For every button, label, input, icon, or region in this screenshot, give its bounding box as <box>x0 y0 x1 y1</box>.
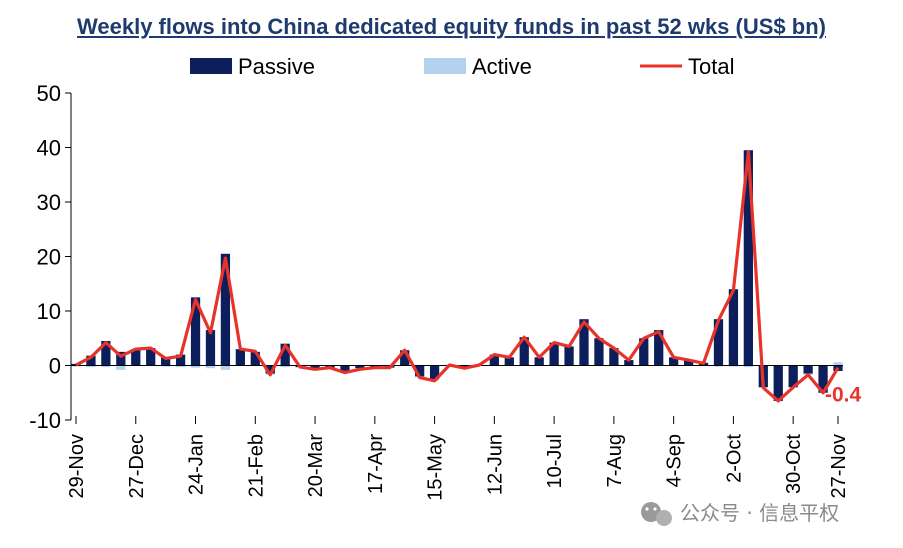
x-tick-label: 27-Nov <box>828 434 850 498</box>
x-tick-label: 12-Jun <box>484 434 506 495</box>
passive-bar <box>489 354 499 366</box>
active-bar <box>175 365 186 368</box>
watermark: 公众号 · 信息平权 <box>641 501 839 526</box>
y-tick-label: 30 <box>37 190 61 215</box>
legend-label-passive: Passive <box>238 54 315 79</box>
x-tick-label: 15-May <box>425 434 447 501</box>
passive-bar <box>415 365 425 377</box>
x-tick-label: 21-Feb <box>245 434 267 497</box>
passive-bar <box>116 351 126 366</box>
passive-bar <box>609 348 619 366</box>
passive-bar <box>624 360 634 366</box>
active-bar <box>116 365 126 370</box>
passive-bar <box>683 360 694 366</box>
passive-bar <box>146 348 156 366</box>
y-tick-label: 40 <box>37 136 61 161</box>
y-tick-label: 0 <box>49 354 61 379</box>
y-axis: -10 0 10 20 30 40 50 <box>29 81 71 433</box>
wechat-icon <box>641 502 672 526</box>
x-tick-label: 20-Mar <box>305 434 327 498</box>
x-tick-label: 27-Dec <box>126 434 148 498</box>
passive-bar <box>519 337 529 366</box>
passive-bar <box>594 338 604 366</box>
x-tick-label: 24-Jan <box>186 434 208 495</box>
passive-bar <box>235 349 245 366</box>
passive-bar <box>190 297 201 366</box>
passive-bar <box>310 365 320 369</box>
passive-bar <box>818 365 828 393</box>
active-bar <box>190 365 201 368</box>
passive-bar <box>788 365 798 388</box>
passive-bar <box>743 150 753 366</box>
passive-bar <box>773 365 783 401</box>
passive-bar <box>504 357 514 366</box>
y-tick-label: -10 <box>29 408 61 433</box>
legend-label-total: Total <box>688 54 734 79</box>
passive-bars <box>71 150 843 401</box>
passive-bar <box>534 357 544 366</box>
x-axis: 29-Nov 27-Dec 24-Jan 21-Feb 20-Mar 17-Apr 15-M… <box>66 416 850 501</box>
passive-bar <box>86 355 96 366</box>
active-bar <box>86 365 96 368</box>
x-tick-label: 7-Aug <box>604 434 626 487</box>
active-bar <box>280 365 290 368</box>
active-bar <box>833 362 843 366</box>
x-tick-label: 4-Sep <box>664 434 686 487</box>
passive-bar <box>400 350 410 366</box>
active-bar <box>220 365 231 370</box>
passive-bar <box>161 357 171 366</box>
end-value-label: -0.4 <box>825 384 862 407</box>
passive-bar <box>549 342 559 366</box>
active-bar <box>101 365 111 368</box>
x-tick-label: 2-Oct <box>723 434 745 483</box>
passive-bar <box>280 343 290 366</box>
passive-bar <box>220 253 231 366</box>
x-tick-label: 17-Apr <box>365 434 387 494</box>
x-tick-label: 10-Jul <box>544 434 566 488</box>
legend-swatch-active <box>424 58 466 74</box>
legend-label-active: Active <box>472 54 532 79</box>
passive-bar <box>803 365 813 374</box>
active-bar <box>713 365 724 367</box>
watermark-text: 公众号 · 信息平权 <box>680 501 839 525</box>
active-bars <box>71 351 843 388</box>
active-bar <box>743 365 753 368</box>
passive-bar <box>131 349 141 366</box>
total-line <box>75 150 840 403</box>
passive-bar <box>265 365 275 374</box>
passive-bar <box>250 351 260 366</box>
passive-bar <box>355 365 365 369</box>
y-tick-label: 10 <box>37 299 61 324</box>
active-bar <box>728 365 739 367</box>
passive-bar <box>579 319 589 366</box>
passive-bar <box>713 319 724 366</box>
total-series <box>75 150 840 403</box>
passive-bar <box>669 357 679 366</box>
legend-swatch-passive <box>190 58 232 74</box>
passive-bar <box>175 354 186 366</box>
passive-bar <box>639 338 649 366</box>
active-bar <box>205 365 216 369</box>
passive-bar <box>728 289 739 366</box>
y-tick-label: 50 <box>37 81 61 106</box>
x-tick-label: 29-Nov <box>66 434 88 498</box>
active-bar <box>161 365 171 367</box>
passive-bar <box>101 340 111 366</box>
x-tick-label: 30-Oct <box>783 434 805 494</box>
passive-bar <box>429 365 440 380</box>
passive-bar <box>564 346 574 366</box>
passive-bar <box>654 330 664 366</box>
chart-title: Weekly flows into China dedicated equity… <box>77 14 826 39</box>
legend: Passive Active Total <box>190 54 734 79</box>
passive-bar <box>205 330 216 366</box>
y-tick-label: 20 <box>37 245 61 270</box>
active-bar <box>71 365 81 367</box>
passive-bar <box>340 365 350 371</box>
